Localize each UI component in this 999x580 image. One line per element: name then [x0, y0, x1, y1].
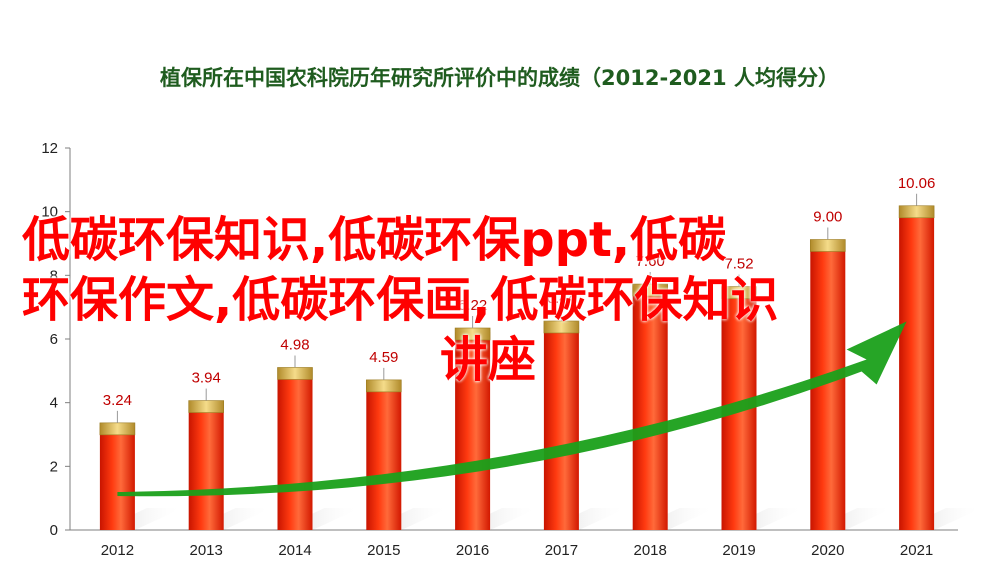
bar-shadows [99, 508, 983, 530]
overlay-line-3: 讲座 [440, 332, 537, 388]
x-tick-label: 2013 [190, 542, 223, 559]
x-tick-label: 2020 [811, 542, 844, 559]
data-label: 9.00 [813, 209, 842, 226]
x-tick-label: 2019 [722, 542, 755, 559]
y-tick-label: 0 [50, 522, 58, 539]
bar [899, 209, 935, 531]
data-label: 4.98 [280, 336, 309, 353]
bars [99, 205, 935, 531]
data-label: 4.59 [369, 349, 398, 366]
bar-cap [188, 400, 224, 413]
chart-title: 植保所在中国农科院历年研究所评价中的成绩（2012-2021 人均得分） [160, 66, 839, 90]
bar [277, 371, 313, 530]
y-tick-label: 6 [50, 331, 58, 348]
x-tick-label: 2014 [278, 542, 311, 559]
x-tick-label: 2016 [456, 542, 489, 559]
data-labels: 3.24 3.94 4.98 4.59 6.22 6.44 7.60 7.52 9.00 10.0… [103, 175, 936, 423]
bar [455, 331, 491, 530]
bar [99, 426, 135, 530]
x-tick-label: 2021 [900, 542, 933, 559]
x-tick-label: 2017 [545, 542, 578, 559]
bar-cap [99, 422, 136, 436]
y-tick-label: 12 [41, 140, 58, 157]
x-tick-label: 2012 [101, 542, 134, 559]
bar [366, 383, 402, 530]
data-label: 10.06 [898, 175, 936, 192]
data-label: 3.24 [103, 392, 132, 409]
y-tick-label: 4 [50, 395, 58, 412]
data-label: 7.60 [636, 253, 665, 270]
data-label: 6.44 [547, 290, 576, 307]
bar [543, 324, 579, 530]
bar [632, 288, 668, 530]
bar [188, 404, 224, 530]
y-tick-label: 2 [50, 458, 58, 475]
data-label: 7.52 [724, 256, 753, 273]
x-tick-label: 2018 [634, 542, 667, 559]
overlay-watermark-text: 低碳环保知识,低碳环保ppt,低碳 环保作文,低碳环保画,低碳环保知识 讲座 [22, 210, 922, 390]
y-tick-label: 10 [41, 204, 58, 221]
overlay-line-2: 环保作文,低碳环保画,低碳环保知识 [22, 272, 779, 328]
data-label: 6.22 [458, 297, 487, 314]
tick-labels: 0 2 4 6 8 10 12 2012 2013 2014 2015 2016 2017 2018 201… [41, 140, 933, 559]
y-tick-label: 8 [50, 267, 58, 284]
trend-arrow [117, 321, 907, 497]
overlay-line-1: 低碳环保知识,低碳环保ppt,低碳 [22, 212, 727, 268]
x-tick-label: 2015 [367, 542, 400, 559]
data-label: 3.94 [192, 370, 221, 387]
trend-arrow-shape [117, 321, 907, 497]
